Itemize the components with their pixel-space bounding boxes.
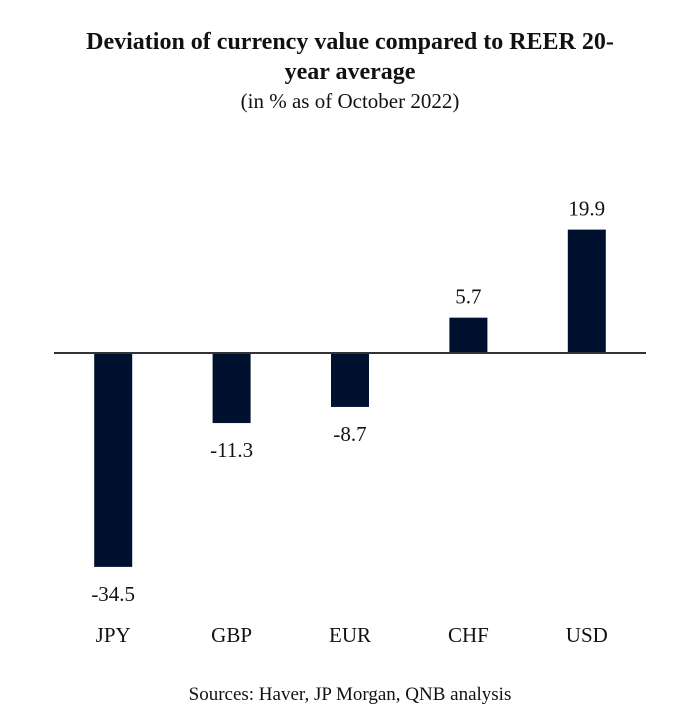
x-tick-label-gbp: GBP <box>211 623 252 647</box>
data-label-gbp: -11.3 <box>210 438 253 462</box>
bar-eur <box>331 353 369 407</box>
data-label-jpy: -34.5 <box>91 582 135 606</box>
bar-gbp <box>212 353 251 424</box>
chart-title: Deviation of currency value compared to … <box>0 27 700 87</box>
data-label-chf: 5.7 <box>455 285 481 309</box>
chart-title-line-1: Deviation of currency value compared to … <box>86 29 614 55</box>
data-label-eur: -8.7 <box>333 422 366 446</box>
x-tick-label-jpy: JPY <box>96 623 131 647</box>
x-tick-label-usd: USD <box>566 623 608 647</box>
x-tick-label-eur: EUR <box>329 623 371 647</box>
chart-title-line-2: year average <box>284 59 416 85</box>
source-note: Sources: Haver, JP Morgan, QNB analysis <box>188 684 512 705</box>
chart-subtitle: (in % as of October 2022) <box>240 89 460 113</box>
bar-usd <box>567 229 606 353</box>
data-label-usd: 19.9 <box>568 197 605 221</box>
x-tick-label-chf: CHF <box>448 623 489 647</box>
bar-chf <box>449 317 488 353</box>
bar-jpy <box>94 353 133 567</box>
